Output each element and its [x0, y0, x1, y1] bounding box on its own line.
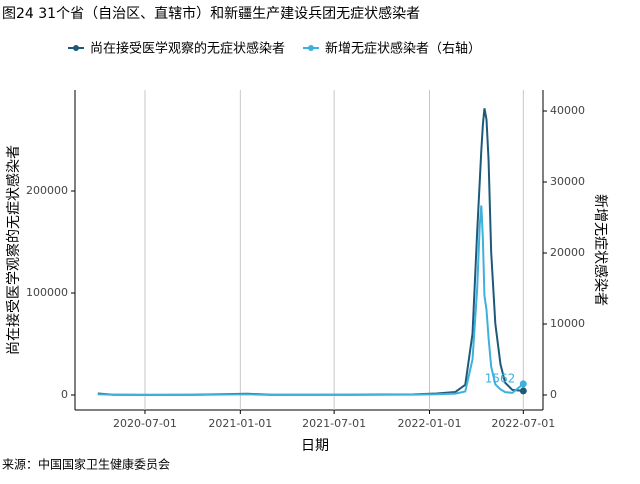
- y2-tick-label: 20000: [550, 246, 585, 259]
- legend-label: 新增无症状感染者（右轴）: [325, 41, 481, 57]
- end-point: [519, 380, 527, 388]
- y-axis-label: 尚在接受医学观察的无症状感染者: [5, 145, 22, 355]
- legend-swatch: [308, 45, 315, 51]
- x-axis-label: 日期: [301, 438, 329, 454]
- series-line: [97, 108, 524, 396]
- y-tick-label: 100000: [26, 286, 68, 299]
- y2-tick-label: 40000: [550, 104, 585, 117]
- chart-title: 图24 31个省（自治区、直辖市）和新疆生产建设兵团无症状感染者: [2, 5, 420, 22]
- x-tick-label: 2021-07-01: [302, 417, 366, 430]
- y-tick-label: 200000: [26, 184, 68, 197]
- legend-label: 尚在接受医学观察的无症状感染者: [90, 41, 285, 57]
- source: 来源：中国国家卫生健康委员会: [2, 457, 170, 472]
- y2-tick-label: 0: [550, 388, 557, 401]
- x-tick-label: 2020-07-01: [113, 417, 177, 430]
- y2-tick-label: 10000: [550, 317, 585, 330]
- legend-swatch: [73, 45, 79, 51]
- x-tick-label: 2022-01-01: [398, 417, 462, 430]
- y-tick-label: 0: [61, 388, 68, 401]
- y2-axis-label: 新增无症状感染者: [592, 194, 609, 306]
- series-line: [97, 205, 524, 396]
- y2-tick-label: 30000: [550, 175, 585, 188]
- value-label: 1562: [485, 371, 516, 385]
- x-tick-label: 2022-07-01: [491, 417, 555, 430]
- x-tick-label: 2021-01-01: [208, 417, 272, 430]
- end-point: [519, 387, 527, 395]
